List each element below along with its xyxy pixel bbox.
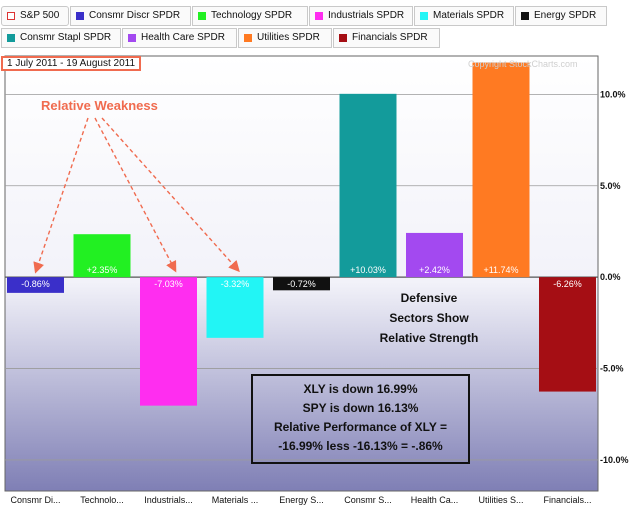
- legend-swatch: [244, 34, 252, 42]
- legend-label: Financials SPDR: [352, 32, 428, 43]
- legend-swatch: [128, 34, 136, 42]
- x-category-label: Health Ca...: [411, 495, 459, 505]
- bars: [7, 62, 596, 406]
- x-category-label: Financials...: [543, 495, 591, 505]
- y-axis-ticks: 10.0% 5.0% 0.0% -5.0% -10.0%: [600, 89, 629, 465]
- arrow-to-materials: [101, 117, 240, 273]
- arrow-to-consumer-discretionary: [33, 117, 89, 274]
- note-line: XLY is down 16.99%: [303, 382, 418, 396]
- legend-item[interactable]: S&P 500: [1, 6, 69, 26]
- x-category-label: Consmr Di...: [10, 495, 60, 505]
- legend-label: Energy SPDR: [534, 10, 597, 21]
- x-category-label: Utilities S...: [478, 495, 523, 505]
- xly-note-box: XLY is down 16.99% SPY is down 16.13% Re…: [251, 374, 470, 464]
- relative-weakness-arrows: [33, 117, 240, 274]
- defensive-line: Relative Strength: [379, 331, 479, 345]
- legend-label: Industrials SPDR: [328, 10, 405, 21]
- y-tick-label: -10.0%: [600, 455, 629, 465]
- bar: [206, 277, 264, 338]
- arrow-to-industrials: [94, 117, 177, 273]
- legend-label: Materials SPDR: [433, 10, 505, 21]
- legend-swatch: [76, 12, 84, 20]
- legend-swatch: [339, 34, 347, 42]
- hollow-square-icon: [7, 12, 15, 20]
- y-tick-label: -5.0%: [600, 364, 624, 374]
- legend-item[interactable]: Health Care SPDR: [122, 28, 237, 48]
- y-tick-label: 0.0%: [600, 272, 621, 282]
- x-category-label: Consmr S...: [344, 495, 392, 505]
- legend-item[interactable]: Technology SPDR: [192, 6, 308, 26]
- legend-label: Consmr Discr SPDR: [89, 10, 181, 21]
- legend-swatch: [521, 12, 529, 20]
- bar-value-labels: -0.86% +2.35% -7.03% -3.32% -0.72% +10.03% +2.…: [21, 265, 582, 289]
- legend-item[interactable]: Utilities SPDR: [238, 28, 332, 48]
- plot-frame: [4, 55, 599, 492]
- legend-item[interactable]: Industrials SPDR: [309, 6, 413, 26]
- bar-value-label: -6.26%: [553, 279, 582, 289]
- defensive-line: Sectors Show: [389, 311, 469, 325]
- bar-value-label: +2.35%: [87, 265, 118, 275]
- bar-value-label: -0.86%: [21, 279, 50, 289]
- x-category-label: Energy S...: [279, 495, 324, 505]
- y-tick-label: 5.0%: [600, 181, 621, 191]
- note-line: Relative Performance of XLY =: [273, 420, 448, 434]
- legend-swatch: [7, 34, 15, 42]
- legend-label: Consmr Stapl SPDR: [20, 32, 112, 43]
- y-tick-label: 10.0%: [600, 89, 626, 99]
- bar-value-label: +10.03%: [350, 265, 386, 275]
- bar-value-label: -0.72%: [287, 279, 316, 289]
- bar-value-label: -7.03%: [154, 279, 183, 289]
- bar-value-label: +11.74%: [483, 265, 518, 275]
- bar-value-label: +2.42%: [419, 265, 450, 275]
- bar: [539, 277, 596, 392]
- legend-item[interactable]: Energy SPDR: [515, 6, 607, 26]
- legend-item[interactable]: Consmr Discr SPDR: [70, 6, 191, 26]
- x-axis-categories: Consmr Di... Technolo... Industrials... Mat…: [10, 495, 591, 505]
- bar: [273, 277, 330, 291]
- legend-item[interactable]: Financials SPDR: [333, 28, 440, 48]
- legend: S&P 500 Consmr Discr SPDR Technology SPDR I…: [0, 0, 639, 52]
- legend-item[interactable]: Consmr Stapl SPDR: [1, 28, 121, 48]
- note-line: SPY is down 16.13%: [302, 401, 419, 415]
- legend-swatch: [420, 12, 428, 20]
- legend-swatch: [198, 12, 206, 20]
- bar: [472, 62, 530, 278]
- legend-label: Technology SPDR: [211, 10, 293, 21]
- date-range: 1 July 2011 - 19 August 2011: [1, 56, 142, 71]
- bar: [406, 232, 463, 278]
- x-category-label: Technolo...: [80, 495, 124, 505]
- legend-label: Utilities SPDR: [257, 32, 320, 43]
- bar: [339, 93, 397, 278]
- copyright-text: Copyright StockCharts.com: [468, 59, 578, 69]
- defensive-line: Defensive: [400, 291, 458, 305]
- bar-value-label: -3.32%: [221, 279, 250, 289]
- legend-label: S&P 500: [20, 10, 60, 21]
- x-category-label: Materials ...: [212, 495, 259, 505]
- note-line: -16.99% less -16.13% = -.86%: [278, 439, 443, 453]
- bar: [73, 234, 131, 278]
- legend-label: Health Care SPDR: [141, 32, 225, 43]
- relative-weakness-label: Relative Weakness: [41, 98, 158, 113]
- defensive-annotation: Defensive Sectors Show Relative Strength: [368, 288, 490, 348]
- x-category-label: Industrials...: [144, 495, 193, 505]
- bar: [7, 277, 64, 293]
- legend-swatch: [315, 12, 323, 20]
- legend-item[interactable]: Materials SPDR: [414, 6, 514, 26]
- bar: [140, 277, 197, 406]
